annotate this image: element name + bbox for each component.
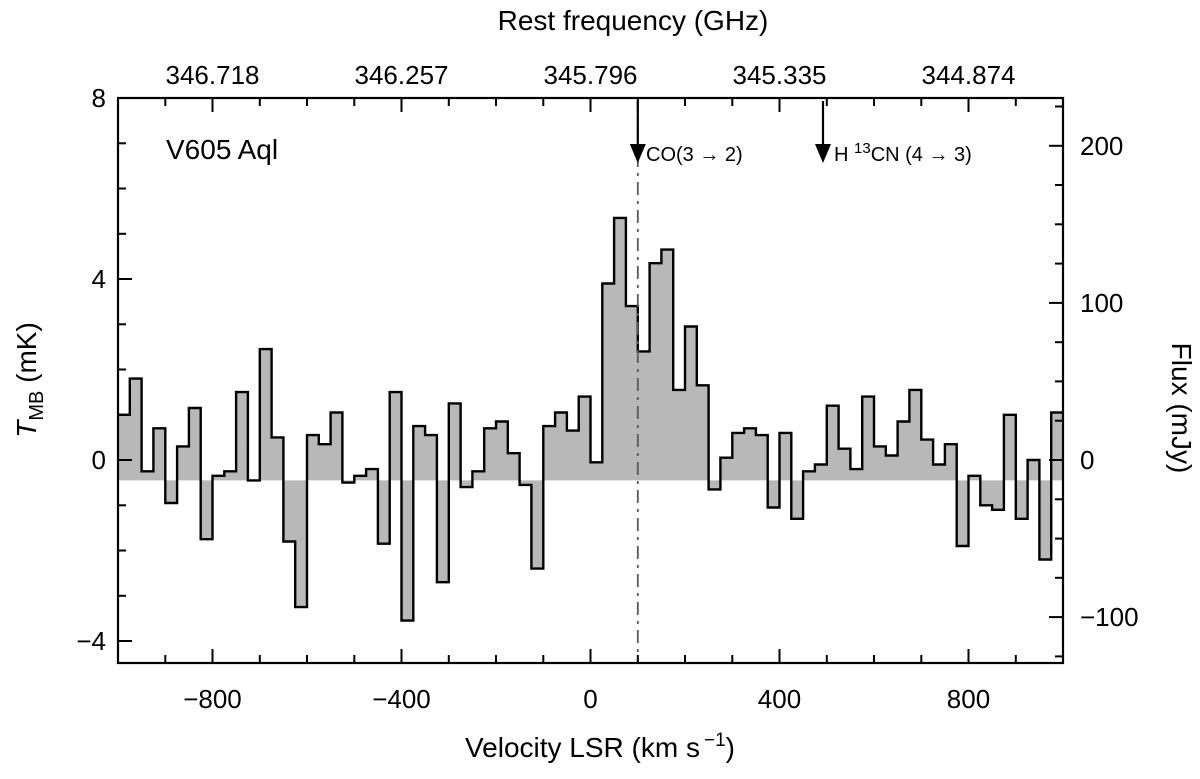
plot-frame bbox=[116, 96, 1065, 665]
left-axis-title: TMB (mK) bbox=[11, 322, 48, 438]
x-tick-label: 400 bbox=[758, 684, 801, 714]
flux-tick-label: −100 bbox=[1080, 602, 1139, 632]
h13cn-label-post: CN (4 → 3) bbox=[871, 144, 972, 166]
h13cn-line-arrow-head bbox=[815, 144, 831, 163]
rest-frequency-tick-label: 345.796 bbox=[544, 60, 638, 90]
h13cn-label-superscript: 13 bbox=[854, 140, 871, 157]
bottom-axis-title-superscript: −1 bbox=[704, 730, 726, 751]
y-tick-label: 8 bbox=[92, 83, 106, 113]
bottom-axis-title-close: ) bbox=[726, 732, 735, 763]
histogram-outline bbox=[118, 216, 1063, 622]
x-tick-label: 0 bbox=[583, 684, 597, 714]
co-line-arrow-head bbox=[629, 144, 646, 163]
h13cn-label-pre: H bbox=[834, 144, 854, 166]
object-name: V605 Aql bbox=[166, 134, 278, 165]
left-axis-title-symbol: T bbox=[11, 419, 42, 438]
axis-ticks bbox=[118, 97, 1063, 663]
top-axis-title: Rest frequency (GHz) bbox=[498, 5, 769, 36]
flux-tick-label: 200 bbox=[1080, 131, 1123, 161]
left-axis-title-subscript: MB bbox=[26, 391, 48, 421]
x-tick-label: 800 bbox=[947, 684, 990, 714]
x-tick-label: −800 bbox=[183, 684, 242, 714]
histogram bbox=[118, 216, 1063, 622]
h13cn-line-label: H 13CN (4 → 3) bbox=[834, 140, 972, 166]
bottom-axis-title-main: Velocity LSR (km s bbox=[465, 732, 700, 763]
flux-tick-label: 100 bbox=[1080, 288, 1123, 318]
line-id-arrows bbox=[629, 101, 831, 163]
y-tick-label: 0 bbox=[92, 445, 106, 475]
right-axis-title: Flux (mJy) bbox=[1166, 343, 1197, 474]
y-tick-label: −4 bbox=[76, 626, 106, 656]
x-tick-label: −400 bbox=[372, 684, 431, 714]
left-axis-title-units: (mK) bbox=[11, 322, 42, 390]
co-line-label: CO(3 → 2) bbox=[646, 144, 743, 166]
flux-tick-label: 0 bbox=[1080, 445, 1094, 475]
rest-frequency-tick-label: 344.874 bbox=[922, 60, 1016, 90]
bottom-axis-title: Velocity LSR (km s −1) bbox=[465, 730, 735, 763]
y-tick-label: 4 bbox=[92, 264, 106, 294]
rest-frequency-tick-label: 345.335 bbox=[733, 60, 827, 90]
rest-frequency-tick-label: 346.257 bbox=[355, 60, 449, 90]
rest-frequency-tick-label: 346.718 bbox=[166, 60, 260, 90]
